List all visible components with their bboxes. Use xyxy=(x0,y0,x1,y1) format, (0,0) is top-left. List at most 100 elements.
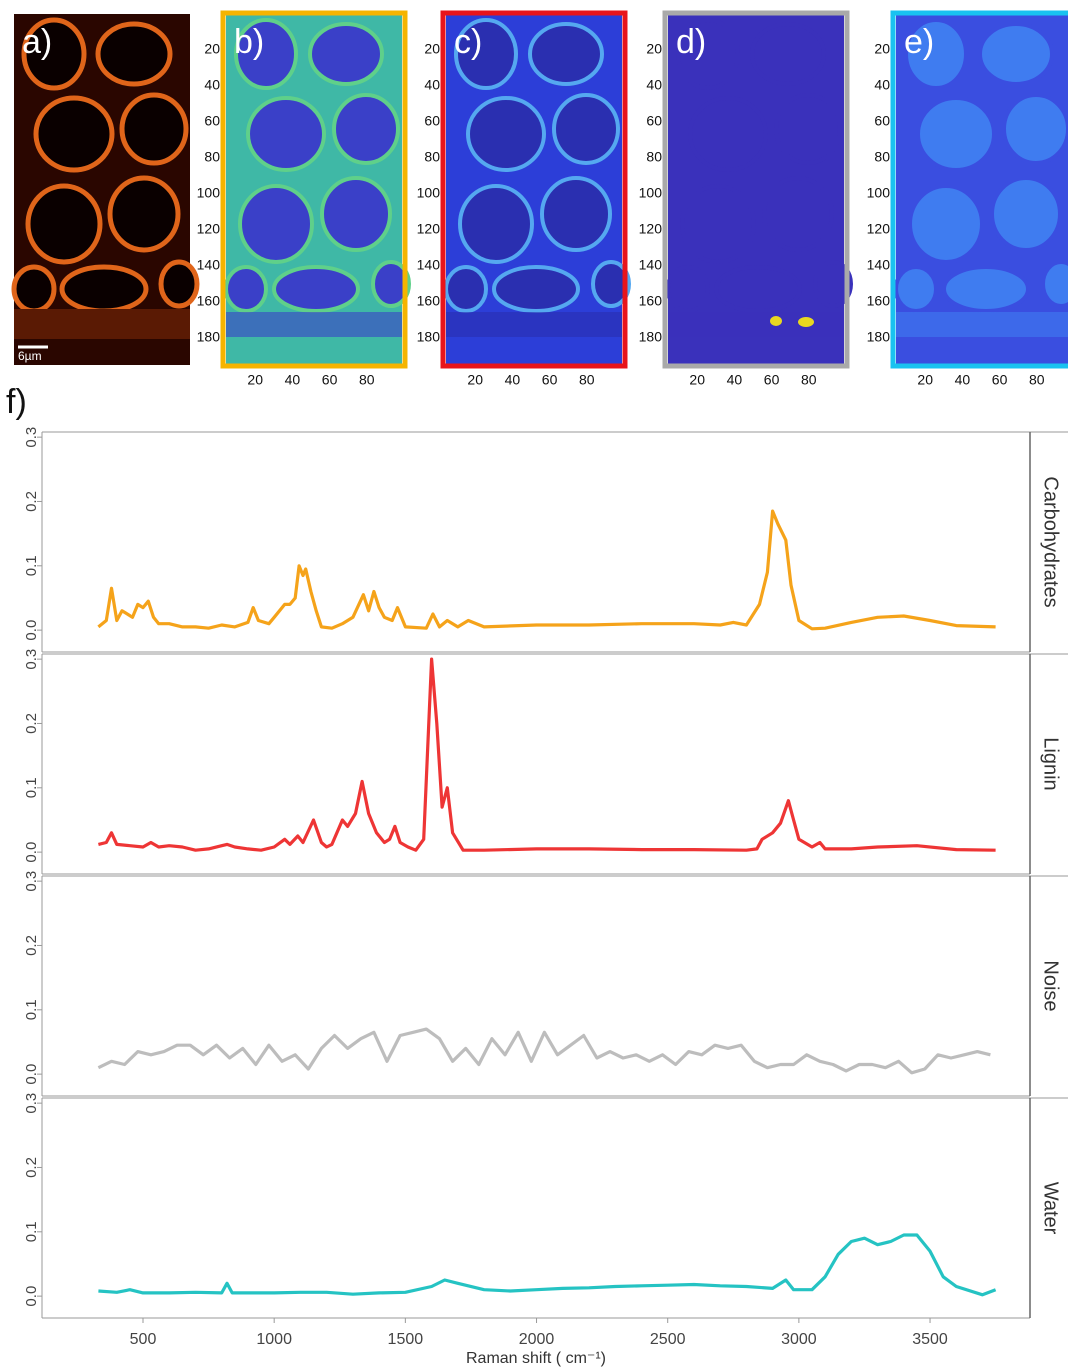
panel-label: d) xyxy=(676,23,706,61)
panel-label: c) xyxy=(454,23,482,61)
cell xyxy=(59,264,149,314)
cell xyxy=(444,265,488,313)
image-x-tick-label: 40 xyxy=(955,372,971,388)
image-x-tick-label: 20 xyxy=(689,372,705,388)
image-panel: 20 40 60 80 100 120 140 160 180 20 40 60 80 c) xyxy=(417,10,631,388)
image-x-tick-label: 20 xyxy=(247,372,263,388)
cell xyxy=(33,95,115,173)
y-tick-label: 0.1 xyxy=(23,555,40,576)
hotspot xyxy=(770,316,782,326)
cell xyxy=(119,92,189,166)
cell xyxy=(466,96,546,172)
debris xyxy=(226,312,402,337)
x-tick-label: 2500 xyxy=(650,1331,686,1348)
image-panel: 20 40 60 80 100 120 140 160 180 20 40 60 80 b) xyxy=(197,10,411,388)
image-y-tick-label: 140 xyxy=(197,257,221,273)
image-y-tick-label: 140 xyxy=(417,257,441,273)
image-panel: 6µm a) xyxy=(11,14,200,365)
image-y-tick-label: 80 xyxy=(204,149,220,165)
image-y-tick-label: 40 xyxy=(424,77,440,93)
image-y-tick-label: 180 xyxy=(867,329,891,345)
image-y-tick-label: 100 xyxy=(639,185,663,201)
image-x-tick-label: 80 xyxy=(1029,372,1045,388)
image-y-tick-label: 100 xyxy=(867,185,891,201)
y-tick-label: 0.3 xyxy=(23,649,40,670)
cell xyxy=(676,18,740,90)
image-y-tick-label: 80 xyxy=(646,149,662,165)
cell xyxy=(666,265,710,313)
x-tick-label: 1000 xyxy=(256,1331,292,1348)
image-x-tick-label: 80 xyxy=(801,372,817,388)
y-tick-label: 0.3 xyxy=(23,871,40,892)
x-tick-label: 500 xyxy=(130,1331,157,1348)
cell xyxy=(894,265,938,313)
image-x-tick-label: 60 xyxy=(542,372,558,388)
cell xyxy=(1002,93,1068,165)
cell xyxy=(990,176,1062,252)
image-y-tick-label: 120 xyxy=(639,221,663,237)
facet: 0.0 0.1 0.2 0.3 Carbohydrates xyxy=(23,427,1068,653)
cell xyxy=(680,184,756,264)
cell xyxy=(11,264,57,314)
image-y-tick-label: 40 xyxy=(646,77,662,93)
panel-label: e) xyxy=(904,23,934,61)
spectrum-line xyxy=(97,1027,991,1075)
panel-label: b) xyxy=(234,23,264,61)
image-x-tick-label: 20 xyxy=(467,372,483,388)
image-y-tick-label: 100 xyxy=(417,185,441,201)
cell xyxy=(454,18,518,90)
cell xyxy=(1041,260,1068,308)
hotspot xyxy=(798,317,814,327)
image-x-tick-label: 80 xyxy=(359,372,375,388)
cell xyxy=(332,93,400,165)
image-y-tick-label: 120 xyxy=(197,221,221,237)
cell xyxy=(978,22,1054,86)
cell xyxy=(591,260,631,308)
image-y-tick-label: 160 xyxy=(417,293,441,309)
figure-label: f) xyxy=(6,383,27,421)
spectrum-line xyxy=(98,1233,997,1297)
facet-label: Lignin xyxy=(1040,737,1062,790)
image-border xyxy=(662,10,850,369)
cell xyxy=(458,184,534,264)
cell xyxy=(224,265,268,313)
image-x-tick-label: 60 xyxy=(322,372,338,388)
y-tick-label: 0.0 xyxy=(23,1286,40,1307)
facet-label: Carbohydrates xyxy=(1040,476,1062,607)
image-y-tick-label: 20 xyxy=(424,41,440,57)
cell xyxy=(492,265,580,313)
image-x-tick-label: 40 xyxy=(727,372,743,388)
image-x-tick-label: 40 xyxy=(285,372,301,388)
image-y-tick-label: 20 xyxy=(874,41,890,57)
cell xyxy=(528,22,604,86)
y-tick-label: 0.0 xyxy=(23,1064,40,1085)
debris xyxy=(668,312,844,337)
image-y-tick-label: 180 xyxy=(417,329,441,345)
cell xyxy=(246,96,326,172)
cell xyxy=(107,175,181,253)
y-tick-label: 0.2 xyxy=(23,491,40,512)
facet: 0.0 0.1 0.2 0.3 Lignin xyxy=(23,649,1068,875)
cell xyxy=(371,260,411,308)
y-tick-label: 0.0 xyxy=(23,842,40,863)
image-x-tick-label: 80 xyxy=(579,372,595,388)
image-x-tick-label: 60 xyxy=(764,372,780,388)
image-y-tick-label: 60 xyxy=(424,113,440,129)
image-y-tick-label: 20 xyxy=(646,41,662,57)
image-panel: 20 40 60 80 100 120 140 160 180 20 40 60 80 d) xyxy=(639,10,853,388)
y-tick-label: 0.3 xyxy=(23,427,40,448)
image-y-tick-label: 180 xyxy=(197,329,221,345)
x-tick-label: 2000 xyxy=(519,1331,555,1348)
y-tick-label: 0.1 xyxy=(23,777,40,798)
y-tick-label: 0.2 xyxy=(23,1157,40,1178)
cell xyxy=(272,265,360,313)
debris xyxy=(896,312,1068,337)
cell xyxy=(552,93,620,165)
facet: 0.0 0.1 0.2 0.3 Water 500 1000 1500 2000 2500 3000… xyxy=(23,1093,1068,1367)
image-border xyxy=(220,10,408,369)
image-y-tick-label: 60 xyxy=(204,113,220,129)
image-border xyxy=(440,10,628,369)
cell xyxy=(688,96,768,172)
debris xyxy=(446,312,622,337)
debris xyxy=(14,309,190,339)
